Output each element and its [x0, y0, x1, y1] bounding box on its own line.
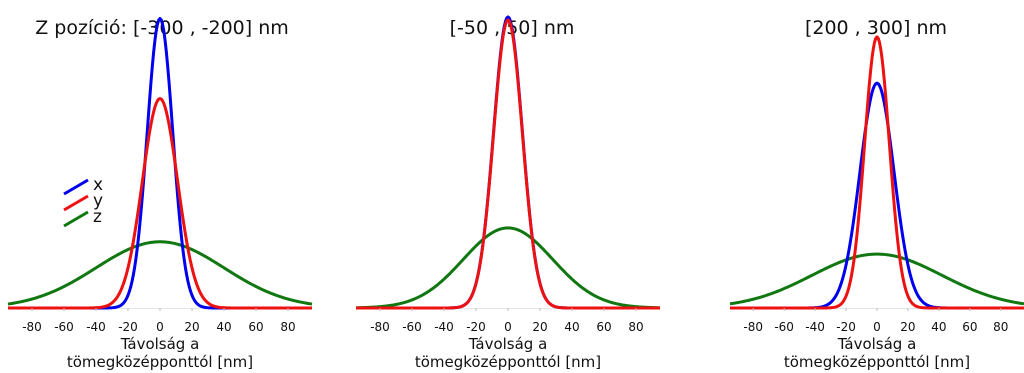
x-axis-label-line2: tömegközépponttól [nm]: [415, 353, 601, 371]
x-tick-label: 40: [564, 320, 579, 334]
x-tick-label: -60: [774, 320, 794, 334]
series-line-x: [729, 81, 1024, 310]
x-axis-label-line1: Távolság a: [468, 335, 548, 353]
x-tick-label: -20: [836, 320, 856, 334]
series-line-y: [729, 35, 1024, 310]
legend-label-z: z: [93, 207, 102, 227]
series-line-x: [7, 16, 313, 310]
x-axis-label-line1: Távolság a: [837, 335, 917, 353]
x-tick-label: 80: [993, 320, 1008, 334]
x-tick-label: 60: [248, 320, 263, 334]
series-line-z: [355, 226, 661, 310]
x-tick-label: 0: [156, 320, 164, 334]
x-tick-label: -60: [54, 320, 74, 334]
x-tick-label: 80: [280, 320, 295, 334]
x-tick-label: 80: [628, 320, 643, 334]
x-tick-label: -60: [402, 320, 422, 334]
series-line-y: [7, 97, 313, 310]
legend-label-y: y: [93, 191, 103, 211]
series-line-z: [7, 240, 313, 306]
x-tick-label: -80: [22, 320, 42, 334]
legend-swatch-y: [63, 194, 89, 212]
x-tick-label: -40: [86, 320, 106, 334]
x-tick-label: -20: [466, 320, 486, 334]
x-tick-label: -40: [434, 320, 454, 334]
legend-label-x: x: [93, 175, 103, 195]
series-line-x: [355, 15, 661, 310]
x-tick-label: 20: [184, 320, 199, 334]
x-tick-label: 40: [931, 320, 946, 334]
x-tick-label: 0: [504, 320, 512, 334]
x-tick-label: 0: [873, 320, 881, 334]
x-tick-label: 60: [596, 320, 611, 334]
series-line-y: [355, 18, 661, 310]
x-tick-label: -80: [743, 320, 763, 334]
x-tick-label: -40: [805, 320, 825, 334]
x-tick-label: 40: [216, 320, 231, 334]
x-tick-label: 20: [900, 320, 915, 334]
x-tick-label: -20: [118, 320, 138, 334]
series-line-z: [729, 252, 1024, 306]
x-tick-label: 20: [532, 320, 547, 334]
x-axis-label-line2: tömegközépponttól [nm]: [67, 353, 253, 371]
x-axis-label-line2: tömegközépponttól [nm]: [784, 353, 970, 371]
chart-title: [200 , 300] nm: [805, 17, 947, 39]
legend-swatch-x: [63, 178, 89, 196]
x-tick-label: 60: [962, 320, 977, 334]
legend-swatch-z: [63, 210, 89, 228]
x-tick-label: -80: [370, 320, 390, 334]
x-axis-label-line1: Távolság a: [120, 335, 200, 353]
